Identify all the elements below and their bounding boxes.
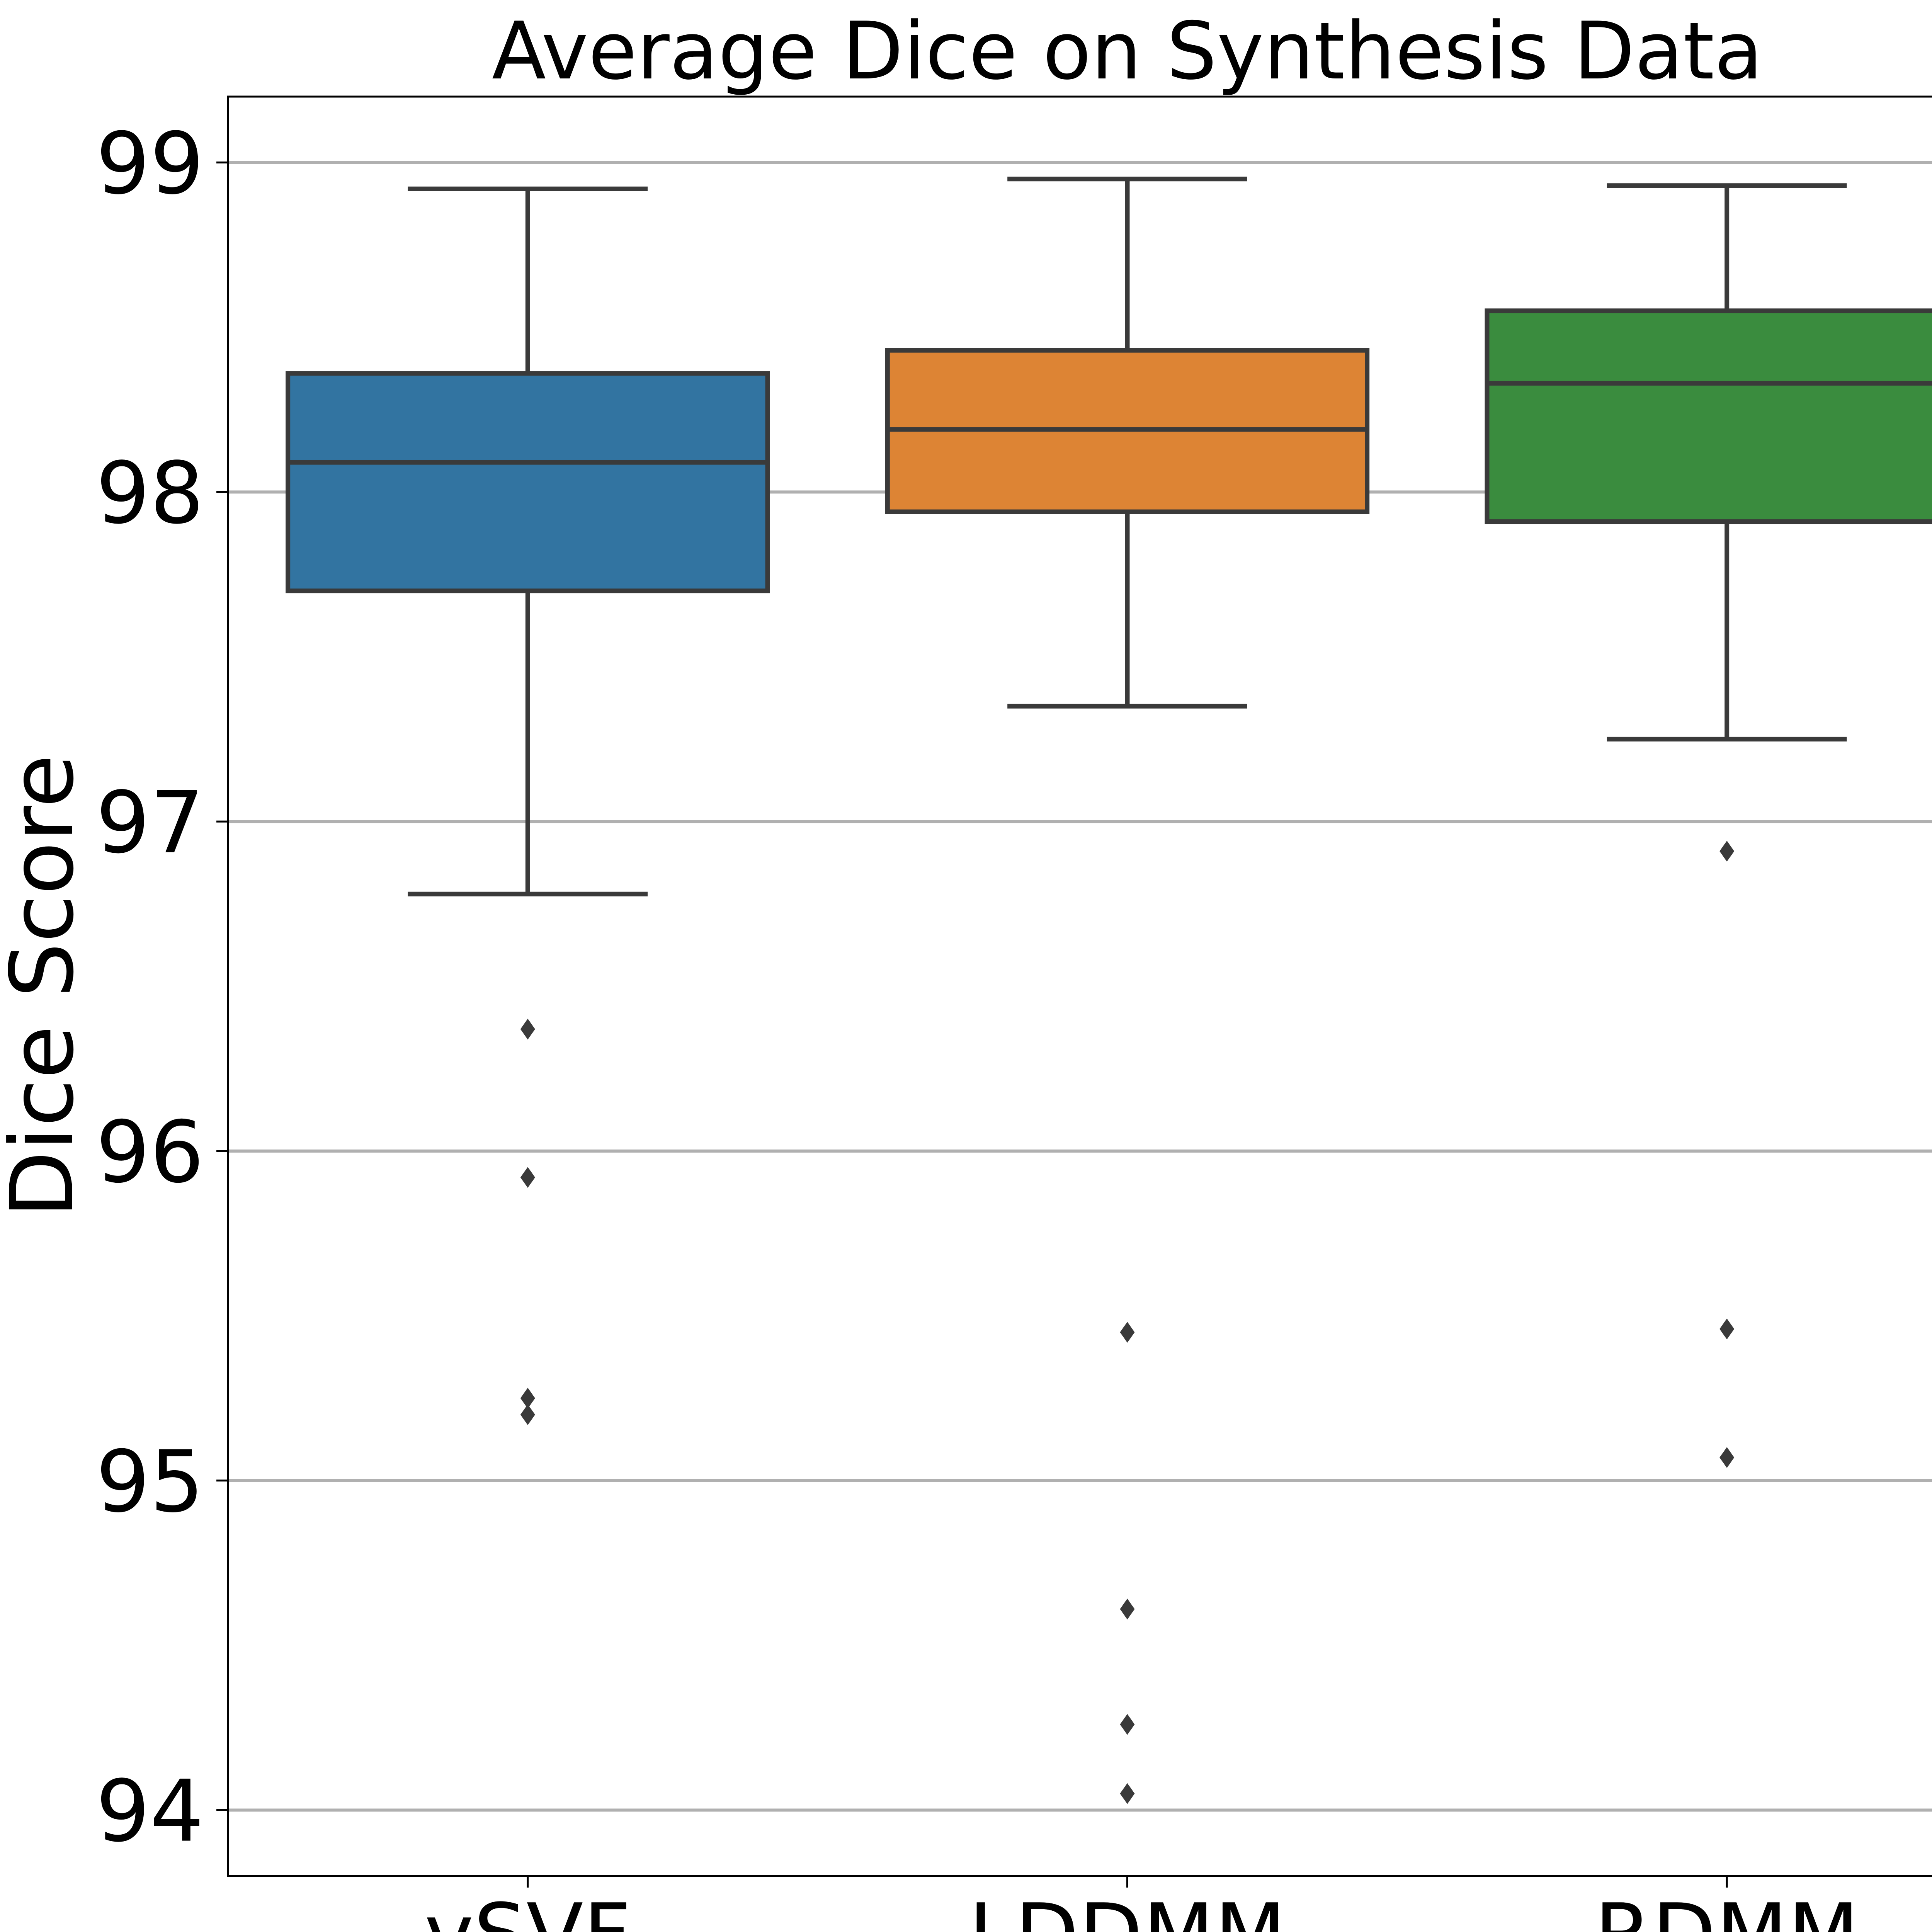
- outlier-diamond-vSVF: [520, 1388, 535, 1409]
- axes-border: [227, 95, 1932, 1877]
- y-tick-label: 98: [96, 444, 204, 543]
- box-RDMM: [1485, 308, 1932, 524]
- x-tick-label-LDDMM: LDDMM: [969, 1886, 1286, 1932]
- y-tick-label: 94: [96, 1762, 204, 1861]
- outlier-diamond-LDDMM: [1120, 1321, 1135, 1343]
- y-tick-label: 97: [96, 773, 204, 872]
- outlier-diamond-RDMM: [1719, 1318, 1735, 1340]
- box-vSVF: [286, 371, 770, 594]
- outlier-diamond-RDMM: [1719, 840, 1735, 862]
- outlier-diamond-LDDMM: [1120, 1714, 1135, 1735]
- outlier-diamond-vSVF: [520, 1019, 535, 1040]
- chart-title: Average Dice on Synthesis Data: [492, 5, 1763, 97]
- y-tick-label: 99: [96, 114, 204, 213]
- outlier-diamond-LDDMM: [1120, 1599, 1135, 1620]
- y-tick-label: 95: [96, 1432, 204, 1531]
- x-tick-label-RDMM: RDMM: [1594, 1886, 1859, 1932]
- outlier-diamond-RDMM: [1719, 1447, 1735, 1468]
- outlier-diamond-vSVF: [520, 1167, 535, 1188]
- x-tick-label-vSVF: vSVF: [425, 1886, 631, 1932]
- outlier-diamond-LDDMM: [1120, 1783, 1135, 1804]
- y-tick-label: 96: [96, 1103, 204, 1202]
- outlier-diamond-vSVF: [520, 1404, 535, 1425]
